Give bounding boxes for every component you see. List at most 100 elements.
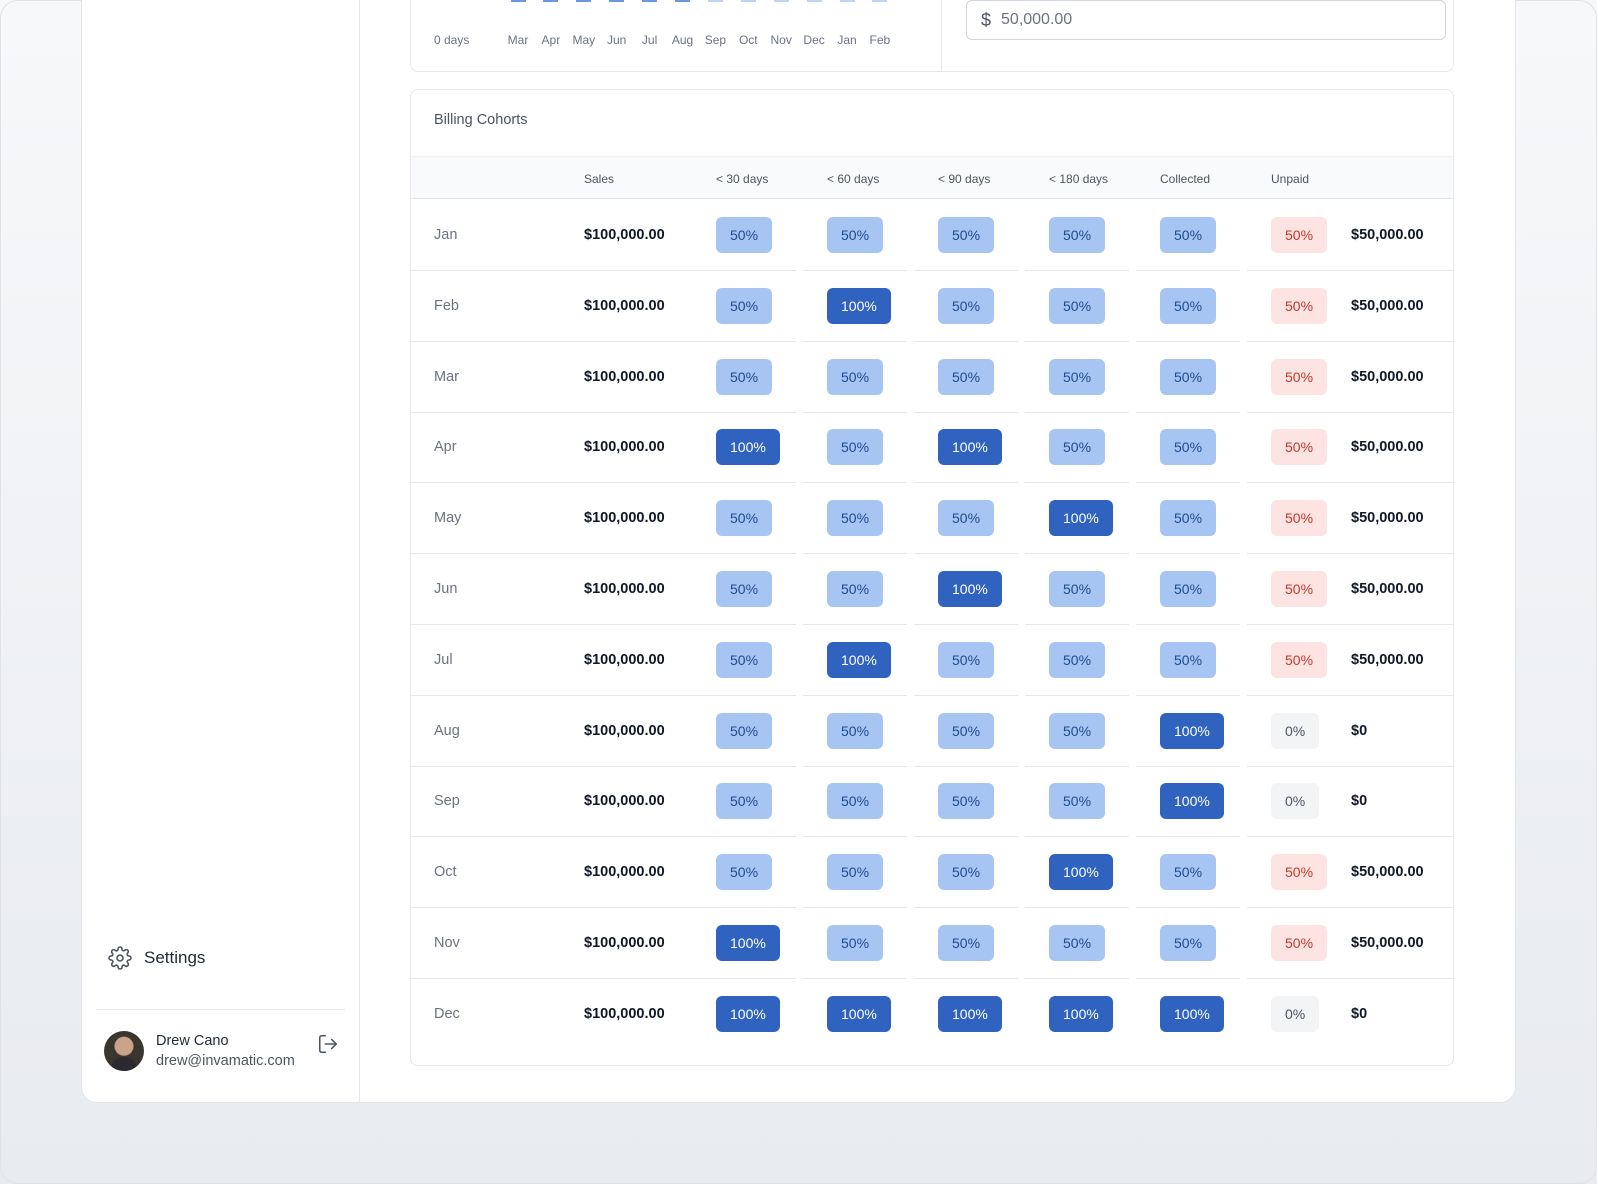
- app-window: Settings Drew Cano drew@invamatic.com 0 …: [81, 0, 1516, 1103]
- unpaid-percent-badge[interactable]: 50%: [1271, 217, 1328, 253]
- cohort-percent-badge[interactable]: 50%: [1160, 641, 1217, 678]
- cohort-percent-badge[interactable]: 50%: [716, 712, 773, 749]
- unpaid-percent-badge[interactable]: 0%: [1271, 783, 1320, 820]
- cohort-percent-badge[interactable]: 50%: [938, 358, 995, 395]
- cohort-percent-badge[interactable]: 100%: [827, 995, 891, 1032]
- cohort-percent-badge[interactable]: 50%: [827, 358, 884, 395]
- settings-nav-item[interactable]: Settings: [108, 943, 205, 973]
- unpaid-percent-badge[interactable]: 50%: [1271, 287, 1328, 324]
- cohort-percent-badge[interactable]: 50%: [827, 571, 884, 607]
- cohort-percent-badge[interactable]: 100%: [938, 571, 1002, 607]
- row-divider: [1136, 836, 1240, 838]
- cohort-percent-badge[interactable]: 50%: [938, 641, 995, 678]
- cohort-percent-badge[interactable]: 50%: [938, 500, 995, 537]
- unpaid-percent-badge[interactable]: 50%: [1271, 925, 1328, 961]
- cohort-percent-badge[interactable]: 50%: [1049, 783, 1106, 820]
- cohort-percent-badge[interactable]: 50%: [827, 217, 884, 253]
- unpaid-percent-badge[interactable]: 0%: [1271, 712, 1320, 749]
- amount-input[interactable]: [1001, 11, 1402, 29]
- row-divider: [411, 270, 796, 271]
- cohort-percent-badge[interactable]: 100%: [938, 995, 1002, 1032]
- cohort-percent-badge[interactable]: 50%: [1160, 287, 1217, 324]
- cohort-percent-badge[interactable]: 50%: [1049, 712, 1106, 749]
- row-divider: [411, 836, 796, 838]
- cohort-percent-badge[interactable]: 50%: [938, 712, 995, 749]
- cohort-percent-badge[interactable]: 50%: [1049, 641, 1106, 678]
- cohort-percent-badge[interactable]: 100%: [1049, 854, 1113, 891]
- cohort-percent-badge[interactable]: 50%: [716, 641, 773, 678]
- cohort-percent-badge[interactable]: 100%: [716, 429, 780, 466]
- cohort-percent-badge[interactable]: 100%: [716, 925, 780, 961]
- cohort-percent-badge[interactable]: 50%: [1049, 287, 1106, 324]
- unpaid-percent-badge[interactable]: 50%: [1271, 641, 1328, 678]
- cohort-percent-badge[interactable]: 50%: [1160, 571, 1217, 607]
- cohort-percent-badge[interactable]: 50%: [1049, 571, 1106, 607]
- row-divider: [1136, 482, 1240, 484]
- user-email: drew@invamatic.com: [156, 1053, 295, 1069]
- unpaid-percent-badge[interactable]: 50%: [1271, 429, 1328, 466]
- cohort-percent-badge[interactable]: 50%: [938, 217, 995, 253]
- cohort-percent-badge[interactable]: 50%: [1160, 429, 1217, 466]
- cohort-percent-badge[interactable]: 100%: [827, 287, 891, 324]
- cohort-percent-badge[interactable]: 50%: [716, 217, 773, 253]
- unpaid-amount: $50,000.00: [1351, 227, 1424, 243]
- row-divider: [1351, 340, 1453, 342]
- cohort-percent-badge[interactable]: 50%: [1160, 358, 1217, 395]
- settings-label: Settings: [144, 948, 206, 967]
- cohort-percent-badge[interactable]: 50%: [716, 571, 773, 607]
- cohort-percent-badge[interactable]: 100%: [1160, 995, 1224, 1032]
- unpaid-percent-badge[interactable]: 50%: [1271, 358, 1328, 395]
- row-divider: [1025, 340, 1129, 342]
- row-divider: [1247, 624, 1351, 625]
- cohort-percent-badge[interactable]: 100%: [938, 429, 1002, 466]
- cohort-percent-badge[interactable]: 50%: [1049, 429, 1106, 466]
- cohort-percent-badge[interactable]: 50%: [1049, 925, 1106, 961]
- cohort-percent-badge[interactable]: 50%: [938, 925, 995, 961]
- row-divider: [803, 836, 907, 838]
- unpaid-percent-badge[interactable]: 50%: [1271, 571, 1328, 607]
- cohort-percent-badge[interactable]: 50%: [938, 287, 995, 324]
- row-month: Sep: [434, 793, 460, 810]
- amount-input-field[interactable]: $: [966, 0, 1446, 40]
- row-divider: [914, 553, 1018, 555]
- cohort-percent-badge[interactable]: 50%: [827, 783, 884, 820]
- cohort-percent-badge[interactable]: 100%: [1049, 995, 1113, 1032]
- chart-bar: [543, 0, 559, 2]
- cohort-percent-badge[interactable]: 50%: [938, 854, 995, 891]
- cohort-percent-badge[interactable]: 50%: [827, 500, 884, 537]
- cohort-percent-badge[interactable]: 100%: [1160, 712, 1224, 749]
- cohort-percent-badge[interactable]: 50%: [1160, 500, 1217, 537]
- cohort-percent-badge[interactable]: 50%: [1160, 925, 1217, 961]
- cohort-percent-badge[interactable]: 50%: [827, 925, 884, 961]
- unpaid-amount: $0: [1351, 793, 1368, 810]
- cohort-percent-badge[interactable]: 100%: [1049, 500, 1113, 537]
- cohort-percent-badge[interactable]: 100%: [716, 995, 780, 1032]
- cohort-percent-badge[interactable]: 50%: [827, 429, 884, 466]
- cohort-percent-badge[interactable]: 50%: [716, 287, 773, 324]
- x-tick-label: Dec: [803, 33, 825, 47]
- cohort-percent-badge[interactable]: 50%: [1049, 217, 1106, 253]
- cohort-percent-badge[interactable]: 50%: [716, 783, 773, 820]
- table-row: Jan $100,000.00 50% 50% 50% 50% 50% 50% $50,000.…: [411, 199, 1453, 271]
- logout-icon[interactable]: [317, 1033, 339, 1055]
- cohort-percent-badge[interactable]: 50%: [716, 854, 773, 891]
- cohort-percent-badge[interactable]: 50%: [1160, 217, 1217, 253]
- cohort-percent-badge[interactable]: 50%: [827, 854, 884, 891]
- unpaid-percent-badge[interactable]: 50%: [1271, 854, 1328, 891]
- cohort-percent-badge[interactable]: 50%: [827, 712, 884, 749]
- table-row: Jul $100,000.00 50% 100% 50% 50% 50% 50% $50,000…: [411, 624, 1453, 696]
- row-divider: [411, 765, 796, 767]
- cohort-percent-badge[interactable]: 100%: [1160, 783, 1224, 820]
- cohort-percent-badge[interactable]: 100%: [827, 641, 891, 678]
- header-unpaid: Unpaid: [1271, 172, 1310, 186]
- unpaid-percent-badge[interactable]: 50%: [1271, 500, 1328, 537]
- cohort-percent-badge[interactable]: 50%: [938, 783, 995, 820]
- unpaid-percent-badge[interactable]: 0%: [1271, 995, 1320, 1032]
- cohort-percent-badge[interactable]: 50%: [1160, 854, 1217, 891]
- x-tick-label: Feb: [869, 33, 891, 47]
- row-divider: [803, 624, 907, 625]
- row-divider: [803, 270, 907, 271]
- cohort-percent-badge[interactable]: 50%: [1049, 358, 1106, 395]
- cohort-percent-badge[interactable]: 50%: [716, 500, 773, 537]
- cohort-percent-badge[interactable]: 50%: [716, 358, 773, 395]
